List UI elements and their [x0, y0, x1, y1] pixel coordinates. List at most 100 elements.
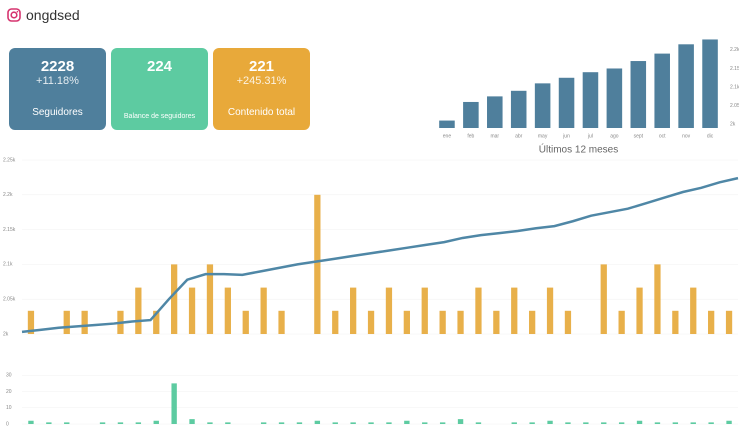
x-tick-label: jul [587, 133, 593, 139]
bar [278, 310, 285, 334]
bar [558, 77, 575, 128]
bar [565, 422, 571, 424]
bar [487, 96, 503, 128]
bar [601, 422, 607, 424]
card-change: +245.31% [236, 75, 287, 87]
bar [206, 264, 214, 334]
bar [27, 310, 35, 334]
bar [314, 420, 321, 424]
bar [618, 422, 625, 424]
bar [726, 420, 732, 424]
x-tick-label: oct [659, 133, 666, 139]
bar [690, 422, 696, 424]
bar [546, 287, 554, 334]
card-value: 224 [146, 58, 173, 75]
y-tick-label: 2.2k [730, 47, 739, 53]
bar [224, 287, 231, 334]
bar [475, 287, 482, 334]
card-change: +11.18% [36, 75, 79, 87]
bar [708, 422, 714, 424]
bar [422, 422, 428, 424]
y-tick-label: 20 [6, 389, 12, 395]
bar [296, 422, 303, 424]
bar [188, 287, 196, 334]
bar [606, 68, 623, 128]
bar [135, 422, 142, 424]
bar [725, 310, 733, 334]
chart-title: Últimos 12 meses [539, 143, 618, 156]
bar [260, 422, 267, 424]
bar [529, 422, 535, 424]
bar [582, 72, 599, 128]
card-label: Contenido total [227, 107, 296, 118]
y-tick-label: 2.15k [730, 66, 739, 72]
bar [135, 287, 142, 334]
bar [457, 419, 464, 424]
handle: ongdsed [26, 7, 80, 23]
y-tick-label: 2.1k [3, 262, 13, 268]
y-tick-label: 2.05k [730, 103, 739, 109]
bar [153, 420, 159, 424]
y-tick-label: 2.05k [3, 297, 16, 303]
bar [547, 420, 553, 424]
bar [225, 422, 231, 424]
bar [511, 422, 517, 424]
bar [314, 194, 321, 334]
bar [672, 422, 679, 424]
bar [463, 101, 479, 128]
card: 2228 +11.18% Seguidores [9, 48, 106, 130]
bar [457, 310, 464, 334]
y-tick-label: 2k [3, 331, 9, 337]
bar [672, 310, 679, 334]
bar [350, 422, 356, 424]
bar [636, 420, 643, 424]
x-tick-label: abr [515, 133, 523, 139]
line [21, 176, 739, 334]
card-value: 2228 [40, 58, 75, 75]
bar [332, 310, 339, 334]
x-tick-label: mar [490, 133, 499, 139]
card-label: Seguidores [32, 107, 83, 118]
x-tick-label: dic [707, 133, 714, 139]
bar [534, 83, 551, 128]
bar [153, 310, 160, 334]
card: 224 Balance de seguidores [111, 48, 208, 130]
bar [618, 310, 625, 334]
bar [117, 422, 124, 424]
y-tick-label: 30 [6, 373, 12, 379]
bar [702, 39, 718, 128]
bar [421, 287, 428, 334]
bar [529, 310, 536, 334]
y-tick-label: 0 [6, 421, 9, 427]
instagram-icon [7, 8, 21, 22]
card-label: Balance de seguidores [123, 113, 196, 120]
bar [242, 310, 249, 334]
bar [350, 287, 357, 334]
bar [404, 420, 410, 424]
bar [403, 310, 410, 334]
bar [600, 264, 607, 334]
bar [64, 422, 70, 424]
bar [475, 422, 482, 424]
bar [260, 287, 267, 334]
bar [439, 120, 455, 128]
bar [510, 90, 527, 128]
card: 221 +245.31% Contenido total [213, 48, 310, 130]
y-tick-label: 2.2k [3, 192, 13, 198]
x-tick-label: may [538, 133, 548, 139]
x-tick-label: feb [467, 133, 474, 139]
y-tick-label: 2.15k [3, 227, 16, 233]
bar [189, 419, 195, 424]
bar [332, 422, 338, 424]
bar [63, 310, 70, 334]
bar [439, 422, 446, 424]
bar [564, 310, 572, 334]
bar [278, 422, 285, 424]
y-tick-label: 10 [6, 405, 12, 411]
bar [654, 264, 661, 334]
bar [81, 310, 88, 334]
card-value: 221 [248, 58, 275, 75]
bar [367, 310, 375, 334]
